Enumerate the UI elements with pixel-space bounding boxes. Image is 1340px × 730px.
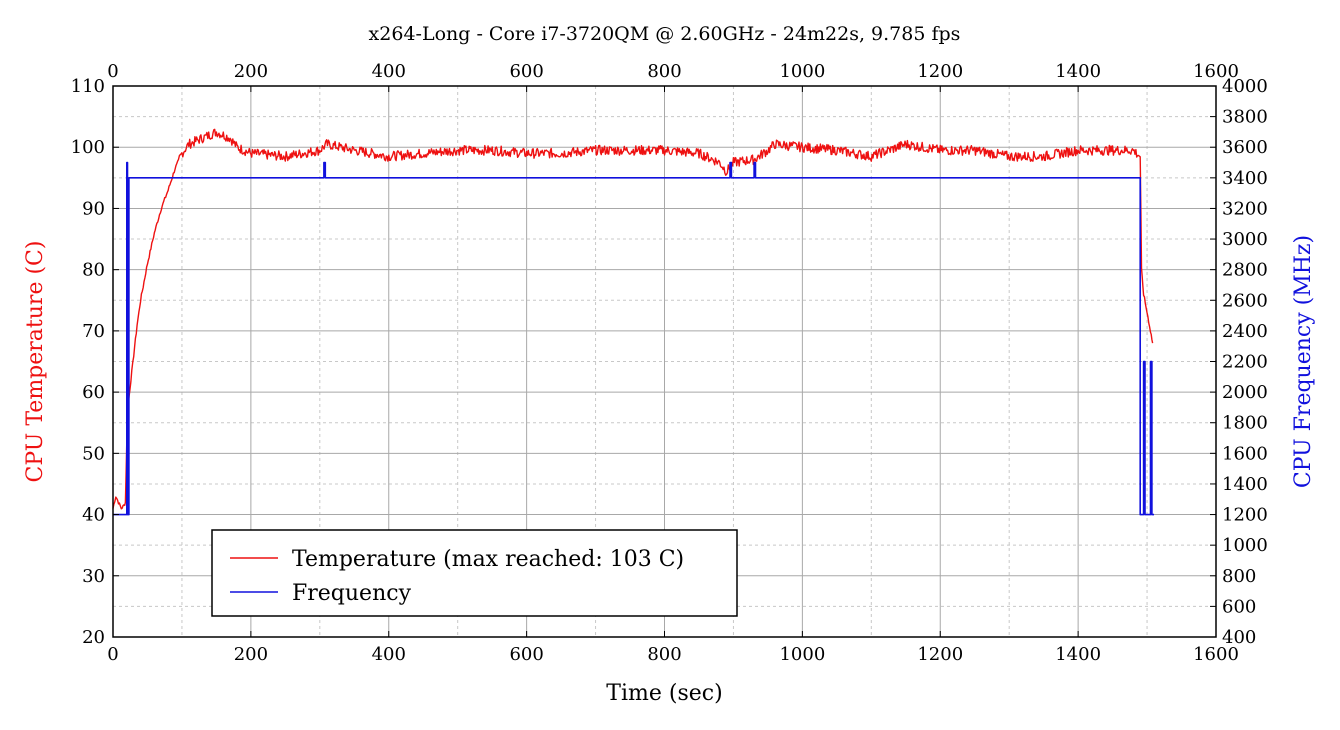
series-line-temperature xyxy=(112,128,1154,510)
y-right-tick-label: 2400 xyxy=(1222,321,1268,342)
y-right-tick-label: 3200 xyxy=(1222,198,1268,219)
y-left-tick-label: 40 xyxy=(82,505,105,526)
y-right-tick-label: 800 xyxy=(1222,566,1256,587)
x-tick-label: 600 xyxy=(509,644,543,665)
x-tick-label: 1200 xyxy=(917,644,963,665)
x-tick-label-top: 400 xyxy=(372,61,406,82)
y-right-tick-label: 3800 xyxy=(1222,107,1268,128)
x-tick-label: 1400 xyxy=(1055,644,1101,665)
y-right-tick-label: 600 xyxy=(1222,596,1256,617)
y-right-tick-label: 3600 xyxy=(1222,137,1268,158)
x-tick-label-top: 1400 xyxy=(1055,61,1101,82)
y-left-tick-label: 60 xyxy=(82,382,105,403)
series-layer xyxy=(112,128,1154,516)
y-right-tick-label: 3400 xyxy=(1222,168,1268,189)
series-line-frequency xyxy=(113,161,1154,516)
x-tick-label: 800 xyxy=(647,644,681,665)
y-left-tick-label: 100 xyxy=(71,137,105,158)
y-right-tick-label: 400 xyxy=(1222,627,1256,648)
y-left-tick-label: 20 xyxy=(82,627,105,648)
x-tick-label: 0 xyxy=(107,644,118,665)
y-left-tick-label: 30 xyxy=(82,566,105,587)
legend: Temperature (max reached: 103 C) Frequen… xyxy=(211,529,738,617)
y-right-axis-title: CPU Frequency (MHz) xyxy=(1291,235,1316,488)
x-tick-label: 1600 xyxy=(1193,644,1239,665)
ticks: 0 0 200 200 400 400 600 600 800 800 1000 1000 1200 12… xyxy=(71,61,1268,665)
y-right-tick-label: 1800 xyxy=(1222,413,1268,434)
y-left-tick-label: 70 xyxy=(82,321,105,342)
x-tick-label-top: 200 xyxy=(234,61,268,82)
x-tick-label: 400 xyxy=(372,644,406,665)
y-right-tick-label: 1200 xyxy=(1222,505,1268,526)
legend-label-temperature: Temperature (max reached: 103 C) xyxy=(292,547,684,572)
chart-title: x264-Long - Core i7-3720QM @ 2.60GHz - 2… xyxy=(369,23,961,45)
x-tick-label-top: 800 xyxy=(647,61,681,82)
y-right-tick-label: 2800 xyxy=(1222,260,1268,281)
x-tick-label-top: 1200 xyxy=(917,61,963,82)
x-tick-label-top: 1600 xyxy=(1193,61,1239,82)
x-tick-label: 200 xyxy=(234,644,268,665)
y-right-tick-label: 2000 xyxy=(1222,382,1268,403)
y-right-tick-label: 2600 xyxy=(1222,290,1268,311)
y-right-tick-label: 3000 xyxy=(1222,229,1268,250)
y-left-tick-label: 110 xyxy=(71,76,105,97)
x-tick-label-top: 600 xyxy=(509,61,543,82)
x-tick-label-top: 0 xyxy=(107,61,118,82)
y-right-tick-label: 1400 xyxy=(1222,474,1268,495)
y-right-tick-label: 4000 xyxy=(1222,76,1268,97)
y-right-tick-label: 2200 xyxy=(1222,352,1268,373)
y-left-tick-label: 90 xyxy=(82,198,105,219)
x-tick-label: 1000 xyxy=(779,644,825,665)
legend-label-frequency: Frequency xyxy=(292,581,412,606)
y-right-tick-label: 1600 xyxy=(1222,443,1268,464)
legend-box xyxy=(211,529,738,617)
y-left-tick-label: 50 xyxy=(82,443,105,464)
x-tick-label-top: 1000 xyxy=(779,61,825,82)
y-left-tick-label: 80 xyxy=(82,260,105,281)
y-left-axis-title: CPU Temperature (C) xyxy=(23,241,48,483)
y-right-tick-label: 1000 xyxy=(1222,535,1268,556)
x-axis-title: Time (sec) xyxy=(606,681,722,706)
